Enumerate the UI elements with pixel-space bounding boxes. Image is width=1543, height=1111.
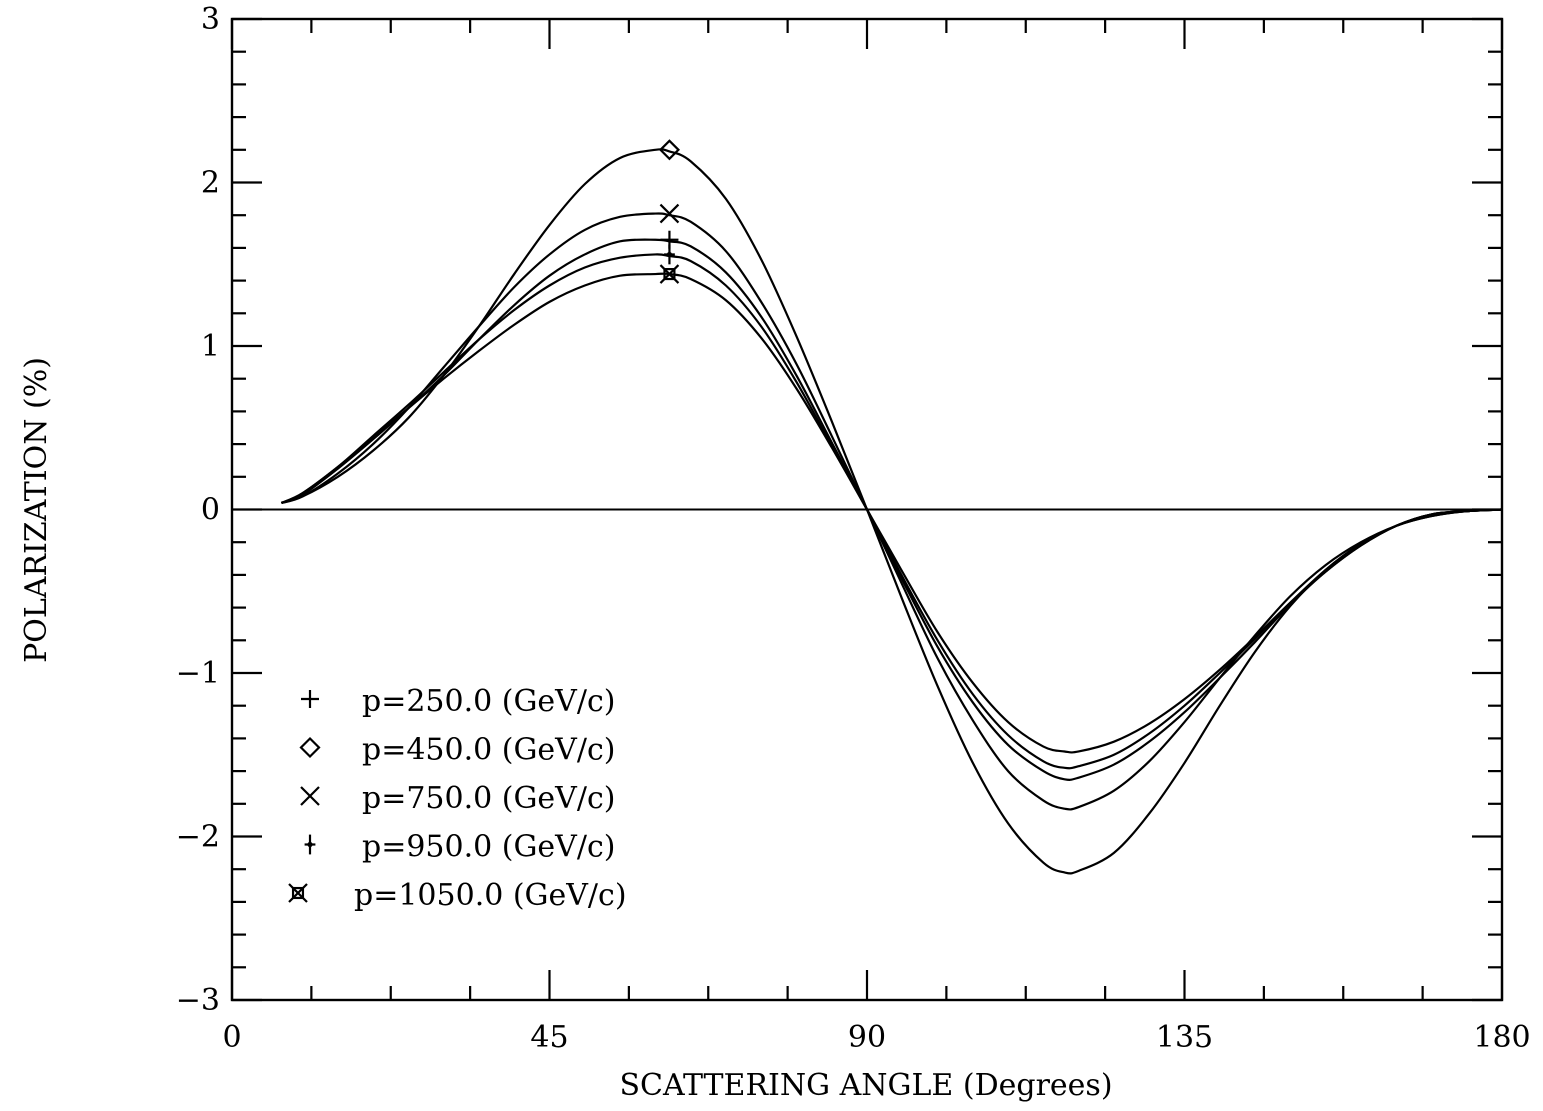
- series-markers: [658, 139, 681, 284]
- x-axis-label: SCATTERING ANGLE (Degrees): [619, 1068, 1112, 1103]
- legend-label: p=1050.0 (GeV/c): [354, 878, 627, 913]
- legend-label: p=450.0 (GeV/c): [362, 733, 615, 768]
- legend-marker-2: [299, 736, 321, 759]
- x-tick-label: 180: [1473, 1020, 1530, 1055]
- legend-label: p=750.0 (GeV/c): [362, 781, 615, 816]
- legend-label: p=250.0 (GeV/c): [362, 684, 615, 719]
- legend-entry: p=1050.0 (GeV/c): [288, 878, 627, 913]
- legend: p=250.0 (GeV/c) p=450.0 (GeV/c) p=750.0 (G…: [288, 684, 627, 913]
- x-tick-label: 45: [530, 1020, 568, 1055]
- series-marker-3: [659, 203, 680, 224]
- y-tick-label: 1: [201, 329, 220, 364]
- series-curves: [280, 148, 1503, 875]
- series-marker-4: [664, 244, 675, 265]
- legend-label: p=950.0 (GeV/c): [362, 830, 615, 865]
- y-tick-label: 3: [201, 2, 220, 37]
- y-tick-label: 2: [201, 166, 220, 201]
- legend-entry: p=750.0 (GeV/c): [300, 781, 615, 816]
- series-marker-5: [659, 264, 680, 284]
- series-line-2: [281, 148, 1503, 875]
- legend-marker-3: [300, 786, 320, 806]
- legend-marker-5: [288, 883, 308, 903]
- series-line-5: [280, 272, 1503, 754]
- legend-marker-4: [304, 834, 316, 855]
- y-tick-label: −3: [176, 983, 220, 1018]
- legend-entry: p=950.0 (GeV/c): [304, 830, 615, 865]
- plot-frame: [230, 17, 1504, 1002]
- y-tick-label: 0: [201, 493, 220, 528]
- y-tick-label: −2: [176, 820, 220, 855]
- y-tick-label: −1: [176, 656, 220, 691]
- legend-marker-1: [301, 690, 319, 708]
- x-tick-label: 90: [848, 1020, 886, 1055]
- x-tick-label: 135: [1156, 1020, 1213, 1055]
- y-axis-label: POLARIZATION (%): [19, 357, 54, 663]
- x-tick-label: 0: [222, 1020, 241, 1055]
- legend-entry: p=450.0 (GeV/c): [299, 733, 615, 768]
- legend-entry: p=250.0 (GeV/c): [301, 684, 615, 719]
- tick-labels: 0 45 90 135 180 −3 −2 −1 0 1 2 3: [176, 2, 1531, 1055]
- series-line-3: [281, 212, 1503, 811]
- series-marker-2: [658, 139, 681, 161]
